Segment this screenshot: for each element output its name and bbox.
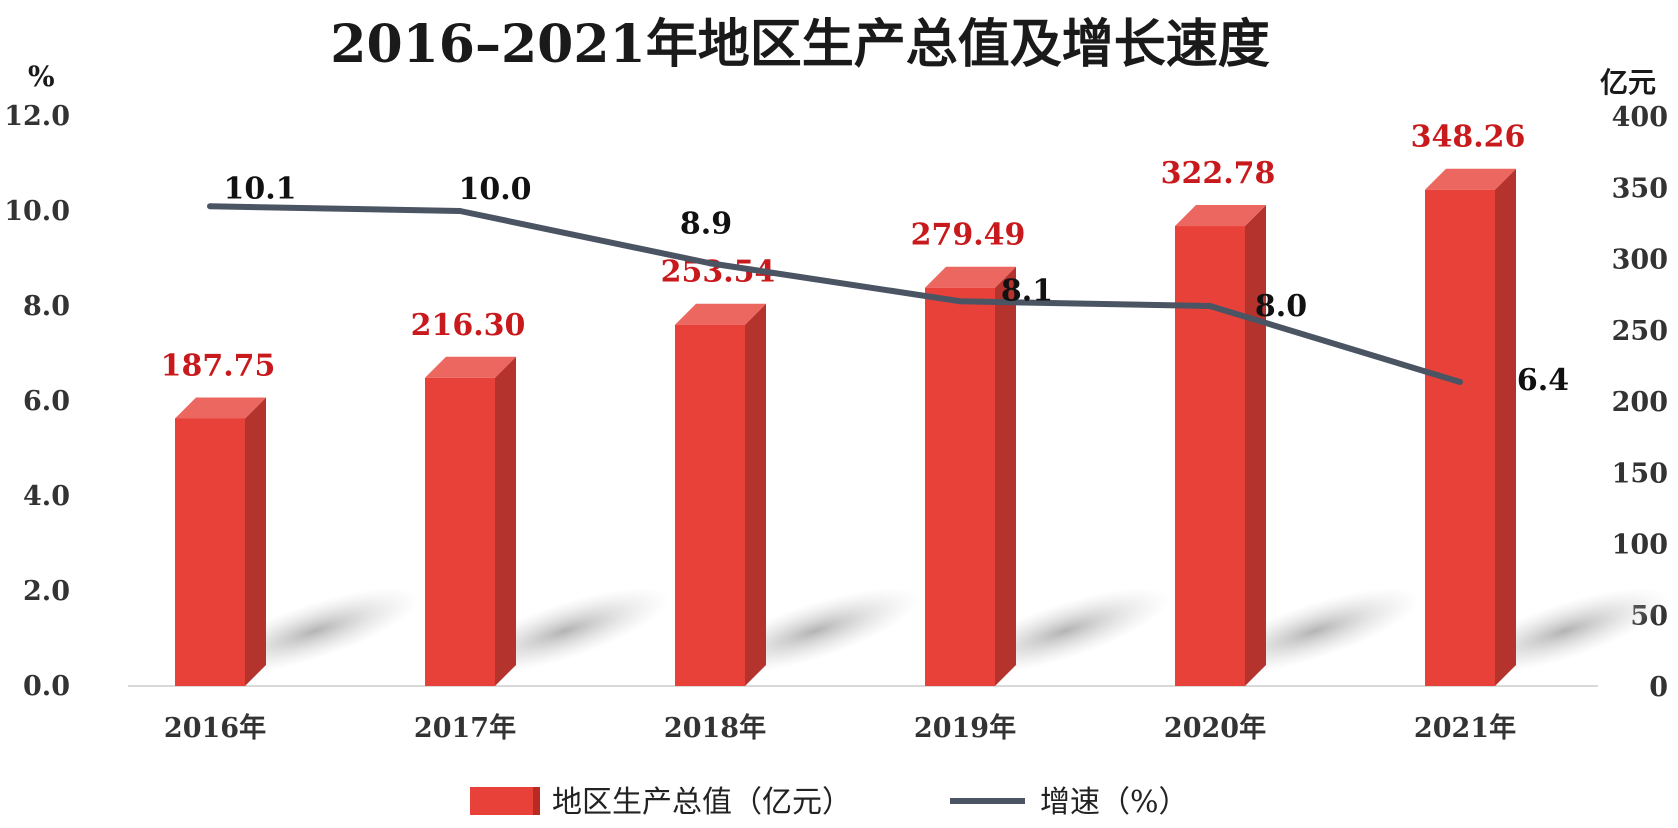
bar [425, 356, 516, 686]
growth-line [209, 203, 1461, 385]
growth-point [207, 203, 213, 210]
legend-label-gdp: 地区生产总值（亿元） [552, 785, 852, 820]
bar-series [175, 168, 1516, 687]
line-value-label: 6.4 [1517, 363, 1569, 398]
bar-top-face [425, 356, 516, 378]
growth-point [457, 208, 463, 214]
bar [675, 303, 766, 686]
right-tick-label: 0 [1649, 672, 1668, 703]
left-axis-unit: % [28, 60, 55, 93]
line-value-label: 8.1 [1001, 273, 1053, 308]
bar-front-face [425, 377, 495, 686]
growth-point [1207, 303, 1213, 309]
left-tick-label: 2.0 [23, 576, 70, 607]
category-label: 2016年 [164, 712, 266, 744]
line-value-label: 8.0 [1255, 289, 1307, 324]
bar [1175, 205, 1266, 686]
line-value-label: 10.1 [223, 171, 296, 206]
right-tick-label: 350 [1612, 173, 1668, 204]
bar-value-label: 279.49 [911, 218, 1026, 253]
right-axis: 050100150200250300350400 [1612, 102, 1668, 703]
category-axis: 2016年 2017年 2018年 2019年 2020年 2021年 [164, 712, 1516, 744]
legend-swatch-bar [470, 787, 540, 815]
bar-front-face [1425, 189, 1495, 687]
bar-side-face [1495, 168, 1516, 687]
bar-value-label: 322.78 [1161, 156, 1276, 191]
category-label: 2019年 [914, 712, 1016, 744]
line-value-label: 10.0 [458, 172, 531, 207]
left-tick-label: 10.0 [4, 196, 70, 227]
right-axis-unit: 亿元 [1600, 66, 1656, 99]
bar-value-label: 187.75 [161, 348, 276, 383]
right-tick-label: 300 [1612, 245, 1668, 276]
growth-point [1457, 379, 1463, 385]
growth-line-series [207, 203, 1463, 385]
category-label: 2020年 [1164, 712, 1266, 744]
left-tick-label: 4.0 [23, 481, 70, 512]
bar-value-label: 348.26 [1411, 120, 1526, 155]
category-label: 2017年 [414, 712, 516, 744]
right-tick-label: 150 [1612, 458, 1668, 489]
bar-top-face [1175, 205, 1266, 227]
legend-label-growth: 增速（%） [1040, 785, 1189, 820]
bar-side-face [745, 303, 766, 686]
bar-top-face [175, 397, 266, 419]
bar-value-label: 216.30 [411, 308, 526, 343]
bar-front-face [1175, 226, 1245, 686]
left-tick-label: 0.0 [23, 671, 70, 702]
line-value-label: 8.9 [680, 206, 732, 241]
legend-swatch-bar-side [533, 787, 540, 815]
growth-point [957, 298, 963, 305]
left-tick-label: 6.0 [23, 386, 70, 417]
line-value-labels: 10.1 10.0 8.9 8.1 8.0 6.4 [223, 171, 1569, 398]
left-axis: 0.0 2.0 4.0 6.0 8.0 10.0 12.0 [4, 101, 70, 702]
left-tick-label: 8.0 [23, 291, 70, 322]
chart-title: 2016–2021年地区生产总值及增长速度 [330, 14, 1269, 75]
bar [1425, 168, 1516, 687]
right-tick-label: 250 [1612, 316, 1668, 347]
bar-front-face [175, 418, 245, 686]
bar-side-face [245, 397, 266, 686]
bar [925, 266, 1016, 686]
growth-point [707, 260, 713, 267]
bar-top-face [925, 266, 1016, 288]
legend: 地区生产总值（亿元） 增速（%） [470, 785, 1189, 820]
right-tick-label: 400 [1612, 102, 1668, 133]
bar-side-face [995, 266, 1016, 686]
category-label: 2021年 [1414, 712, 1516, 744]
bar-front-face [675, 324, 745, 686]
right-tick-label: 100 [1612, 530, 1668, 561]
bar-top-face [1425, 168, 1516, 190]
bar-front-face [925, 287, 995, 686]
category-label: 2018年 [664, 712, 766, 744]
bar-top-face [675, 303, 766, 325]
bar-side-face [1245, 205, 1266, 686]
legend-item-growth: 增速（%） [950, 785, 1189, 820]
bar [175, 397, 266, 686]
right-tick-label: 200 [1612, 387, 1668, 418]
legend-item-gdp: 地区生产总值（亿元） [470, 785, 852, 820]
bar-side-face [495, 356, 516, 686]
left-tick-label: 12.0 [4, 101, 70, 132]
